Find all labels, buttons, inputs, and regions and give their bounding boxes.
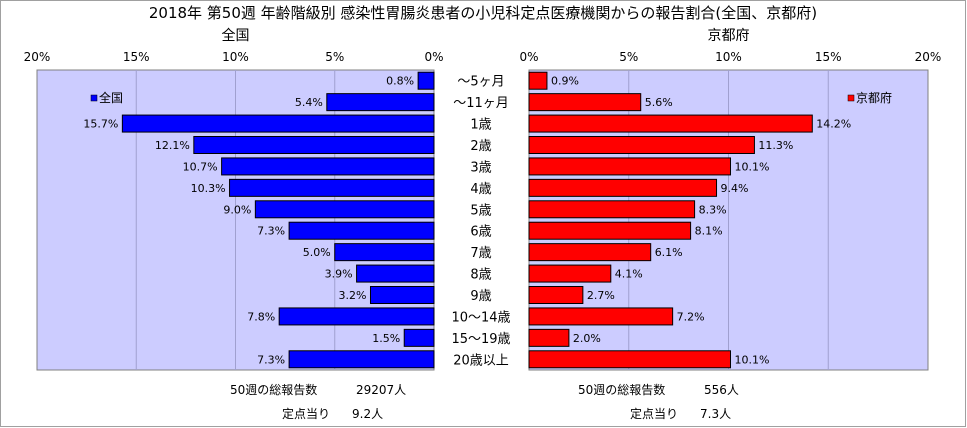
kyoto-per-site-value: 7.3人 bbox=[700, 407, 731, 421]
national-legend-label: 全国 bbox=[99, 90, 123, 105]
national-value-label: 3.2% bbox=[339, 289, 367, 302]
national-per-site-value: 9.2人 bbox=[352, 407, 383, 421]
kyoto-bar bbox=[528, 264, 612, 283]
kyoto-bar bbox=[528, 286, 584, 304]
kyoto-bar bbox=[528, 307, 674, 326]
national-panel-title: 全国 bbox=[222, 27, 250, 44]
kyoto-tick-label: 15% bbox=[815, 50, 842, 64]
national-tick-label: 15% bbox=[123, 50, 150, 64]
kyoto-total-label: 50週の総報告数 bbox=[578, 382, 665, 397]
kyoto-value-label: 2.7% bbox=[587, 289, 615, 302]
national-bar bbox=[288, 350, 435, 369]
kyoto-value-label: 2.0% bbox=[573, 332, 601, 345]
national-bar bbox=[417, 71, 435, 90]
category-label: 5歳 bbox=[470, 203, 491, 218]
national-bar bbox=[254, 200, 435, 219]
national-value-label: 3.9% bbox=[325, 268, 353, 281]
kyoto-value-label: 8.1% bbox=[695, 225, 723, 238]
national-bar bbox=[326, 93, 435, 112]
national-value-label: 15.7% bbox=[83, 118, 118, 131]
kyoto-value-label: 9.4% bbox=[721, 182, 749, 195]
national-total-label: 50週の総報告数 bbox=[230, 382, 317, 397]
kyoto-value-label: 14.2% bbox=[816, 118, 851, 131]
kyoto-panel-title: 京都府 bbox=[708, 28, 750, 44]
national-value-label: 0.8% bbox=[386, 75, 414, 88]
kyoto-value-label: 11.3% bbox=[758, 139, 793, 152]
category-label: 10～14歳 bbox=[451, 310, 510, 325]
kyoto-bar bbox=[528, 243, 652, 262]
category-label: 7歳 bbox=[470, 246, 491, 261]
kyoto-legend-label: 京都府 bbox=[856, 90, 892, 105]
national-bar bbox=[121, 114, 435, 133]
kyoto-bar bbox=[528, 157, 731, 176]
national-value-label: 7.3% bbox=[257, 353, 285, 366]
national-value-label: 1.5% bbox=[372, 332, 400, 345]
kyoto-bar bbox=[528, 200, 696, 219]
national-bar bbox=[356, 264, 435, 283]
kyoto-bar bbox=[528, 136, 755, 154]
national-bar bbox=[369, 286, 435, 304]
kyoto-value-label: 6.1% bbox=[655, 246, 683, 259]
category-label: 20歳以上 bbox=[453, 353, 509, 368]
category-label: 8歳 bbox=[470, 268, 491, 283]
national-value-label: 9.0% bbox=[223, 203, 251, 216]
kyoto-bar bbox=[528, 328, 570, 347]
national-bar bbox=[288, 221, 435, 240]
national-value-label: 5.0% bbox=[303, 246, 331, 259]
kyoto-tick-label: 20% bbox=[915, 50, 942, 64]
category-label: 3歳 bbox=[470, 160, 491, 175]
kyoto-tick-label: 5% bbox=[619, 50, 638, 64]
kyoto-tick-label: 10% bbox=[715, 50, 742, 64]
national-tick-label: 20% bbox=[24, 50, 51, 64]
national-value-label: 10.3% bbox=[191, 182, 226, 195]
category-label: 6歳 bbox=[470, 225, 491, 240]
kyoto-value-label: 10.1% bbox=[734, 353, 769, 366]
national-bar bbox=[403, 328, 435, 347]
kyoto-value-label: 5.6% bbox=[645, 96, 673, 109]
kyoto-bar bbox=[528, 350, 731, 369]
national-bar bbox=[278, 307, 435, 326]
category-label: 9歳 bbox=[470, 289, 491, 304]
national-tick-label: 0% bbox=[424, 50, 443, 64]
national-value-label: 12.1% bbox=[155, 139, 190, 152]
category-label: 15～19歳 bbox=[451, 332, 510, 347]
kyoto-bar bbox=[528, 178, 718, 197]
plot-layer: 全国 20% 15% 10% 5% 0% 0.8% 5.4% 15.7% 12.1% 10.7% 10… bbox=[24, 27, 942, 421]
kyoto-bar bbox=[528, 71, 548, 90]
national-value-label: 10.7% bbox=[183, 160, 218, 173]
kyoto-total-value: 556人 bbox=[704, 383, 739, 397]
category-label: 1歳 bbox=[470, 118, 491, 133]
national-bar bbox=[193, 136, 435, 154]
kyoto-value-label: 7.2% bbox=[677, 310, 705, 323]
national-per-site-label: 定点当り bbox=[282, 406, 330, 421]
category-label: ～11ヶ月 bbox=[453, 96, 509, 111]
kyoto-value-label: 8.3% bbox=[699, 203, 727, 216]
kyoto-bar bbox=[528, 221, 692, 240]
national-tick-label: 10% bbox=[222, 50, 249, 64]
kyoto-value-label: 10.1% bbox=[734, 160, 769, 173]
kyoto-bar bbox=[528, 93, 642, 112]
national-total-value: 29207人 bbox=[356, 383, 406, 397]
chart-title: 2018年 第50週 年齢階級別 感染性胃腸炎患者の小児科定点医療機関からの報告… bbox=[149, 4, 817, 22]
national-legend-swatch bbox=[90, 94, 98, 102]
national-tick-label: 5% bbox=[325, 50, 344, 64]
national-bar bbox=[334, 243, 435, 262]
category-label: 4歳 bbox=[470, 182, 491, 197]
national-value-label: 7.8% bbox=[247, 310, 275, 323]
kyoto-value-label: 0.9% bbox=[551, 75, 579, 88]
national-value-label: 7.3% bbox=[257, 225, 285, 238]
category-label: 2歳 bbox=[470, 139, 491, 154]
national-value-label: 5.4% bbox=[295, 96, 323, 109]
kyoto-value-label: 4.1% bbox=[615, 268, 643, 281]
kyoto-bar bbox=[528, 114, 813, 133]
category-label: ～5ヶ月 bbox=[457, 75, 504, 90]
kyoto-tick-label: 0% bbox=[519, 50, 538, 64]
kyoto-legend-swatch bbox=[847, 94, 855, 102]
national-bar bbox=[221, 157, 435, 176]
national-bar bbox=[229, 178, 435, 197]
kyoto-per-site-label: 定点当り bbox=[630, 406, 678, 421]
